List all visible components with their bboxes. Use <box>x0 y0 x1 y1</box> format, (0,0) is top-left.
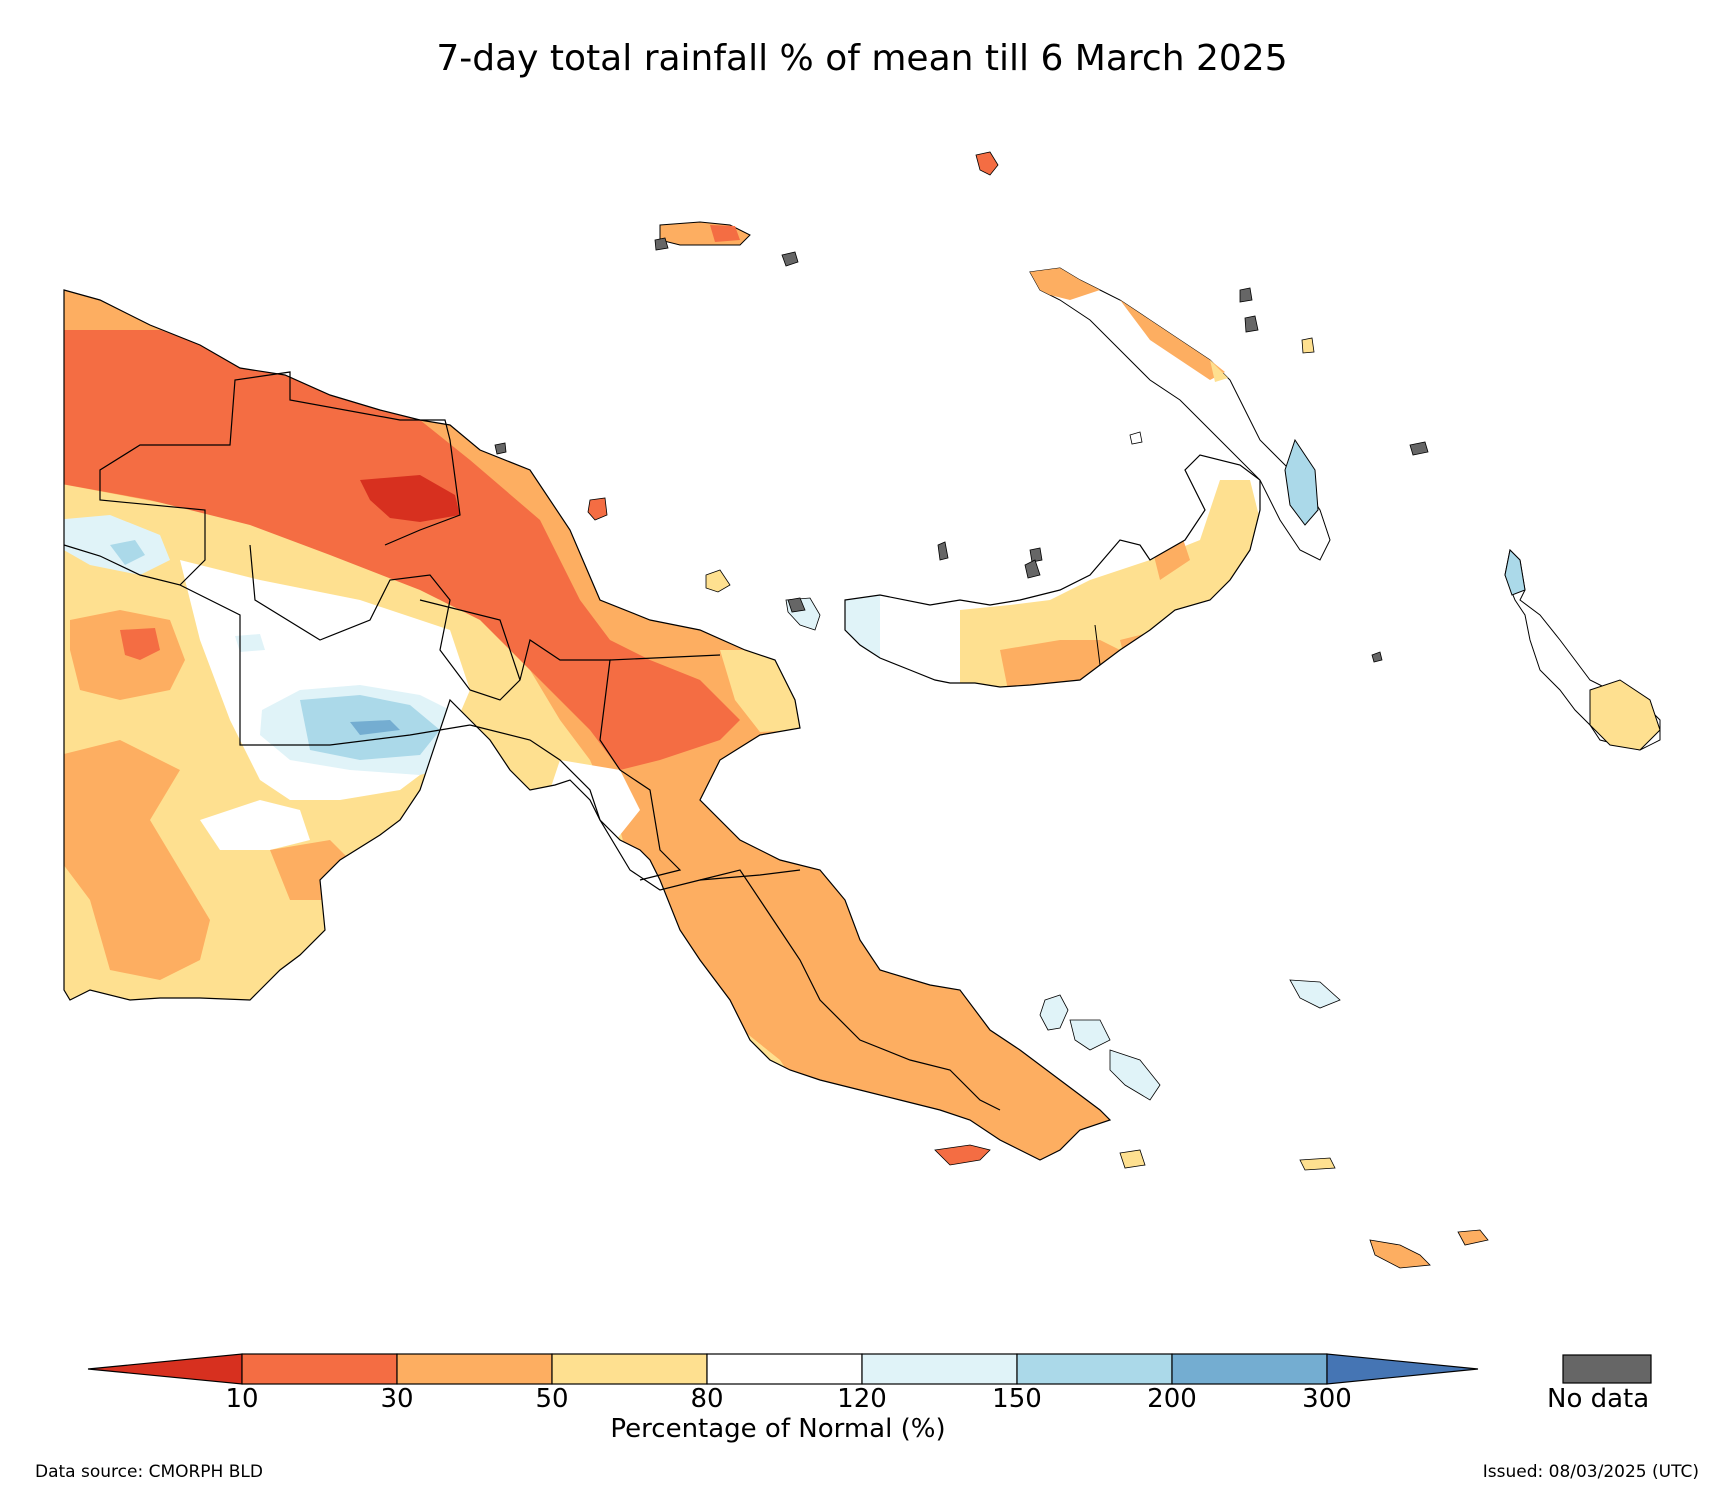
new-britain-outline <box>844 454 1261 688</box>
colorbar-tick-10: 10 <box>225 1384 259 1414</box>
data-source: Data source: CMORPH BLD <box>35 1462 263 1482</box>
colorbar-tick-200: 200 <box>1147 1384 1197 1414</box>
manus-island <box>654 221 799 267</box>
colorbar-tick-150: 150 <box>992 1384 1042 1414</box>
colorbar-150-200 <box>1016 1353 1173 1385</box>
colorbar <box>87 1353 1652 1385</box>
colorbar-tick-300: 300 <box>1302 1384 1352 1414</box>
colorbar-tick-30: 30 <box>380 1384 414 1414</box>
colorbar-120-150 <box>861 1353 1018 1385</box>
colorbar-30-50 <box>396 1353 553 1385</box>
colorbar-tick-80: 80 <box>690 1384 724 1414</box>
colorbar-less-than-10 <box>87 1353 243 1385</box>
issued-date: Issued: 08/03/2025 (UTC) <box>1482 1462 1699 1482</box>
new-britain-fill <box>845 455 1260 687</box>
small-islands <box>494 151 1489 1269</box>
new-ireland <box>1029 267 1331 561</box>
mainland-fill <box>64 290 1110 1160</box>
colorbar-label: Percentage of Normal (%) <box>610 1414 946 1444</box>
colorbar-tick-50: 50 <box>535 1384 569 1414</box>
new-britain-province-boundary <box>1094 624 1101 666</box>
bougainville <box>1504 548 1661 751</box>
colorbar-50-80 <box>551 1353 708 1385</box>
colorbar-80-120 <box>706 1353 863 1385</box>
province-boundaries <box>63 371 1001 1111</box>
colorbar-tick-120: 120 <box>837 1384 887 1414</box>
colorbar-greater-than-300 <box>1326 1353 1479 1385</box>
colorbar-200-300 <box>1171 1353 1328 1385</box>
no-data-swatch <box>1562 1354 1652 1384</box>
colorbar-10-30 <box>241 1353 398 1385</box>
no-data-label: No data <box>1547 1384 1650 1414</box>
map-title: 7-day total rainfall % of mean till 6 Ma… <box>436 38 1288 79</box>
